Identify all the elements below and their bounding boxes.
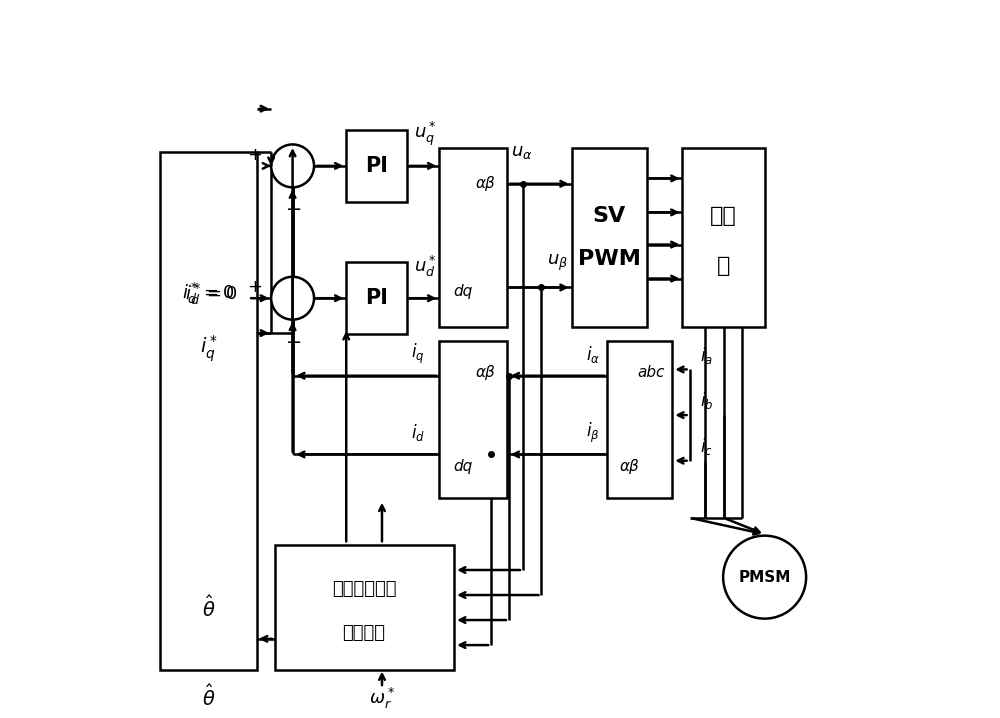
Text: $u_q^*$: $u_q^*$	[414, 120, 436, 148]
Circle shape	[271, 144, 314, 187]
Text: 逆变: 逆变	[710, 206, 737, 226]
Bar	[275, 545, 454, 670]
Text: $i_c$: $i_c$	[700, 436, 713, 457]
Bar	[346, 130, 407, 202]
Text: αβ: αβ	[476, 365, 495, 380]
Bar	[346, 263, 407, 334]
Circle shape	[723, 536, 806, 619]
Text: $\hat{\theta}$: $\hat{\theta}$	[202, 684, 215, 710]
Text: $i_d$: $i_d$	[411, 422, 425, 444]
Text: $i_b$: $i_b$	[700, 391, 714, 411]
Text: SV: SV	[592, 206, 626, 226]
Text: $\hat{\theta}$: $\hat{\theta}$	[202, 595, 215, 621]
Text: PWM: PWM	[578, 249, 641, 269]
Text: −: −	[286, 332, 302, 352]
Bar	[682, 148, 765, 327]
Text: $i_{\beta}$: $i_{\beta}$	[586, 421, 600, 445]
Text: dq: dq	[453, 284, 473, 299]
Text: $i_d^*=0$: $i_d^*=0$	[182, 281, 234, 306]
Text: PI: PI	[365, 288, 388, 308]
Text: $i_d^*=0$: $i_d^*=0$	[185, 282, 238, 307]
Bar	[607, 341, 672, 498]
Text: +: +	[248, 146, 263, 164]
Text: $i_{\alpha}$: $i_{\alpha}$	[586, 344, 600, 365]
Text: $u_d^*$: $u_d^*$	[414, 253, 436, 279]
Text: abc: abc	[637, 365, 665, 380]
Text: PI: PI	[365, 156, 388, 176]
Text: $u_{\beta}$: $u_{\beta}$	[547, 252, 568, 273]
Bar	[160, 151, 257, 670]
Text: 滑模扩展卡尔: 滑模扩展卡尔	[332, 579, 396, 598]
Bar	[572, 148, 647, 327]
Text: $i_a$: $i_a$	[700, 345, 713, 365]
Circle shape	[271, 276, 314, 320]
Text: $\omega_r^*$: $\omega_r^*$	[369, 686, 395, 712]
Text: $i_q$: $i_q$	[411, 342, 425, 366]
Text: αβ: αβ	[476, 177, 495, 191]
Text: PMSM: PMSM	[738, 569, 791, 584]
Text: 器: 器	[717, 256, 730, 276]
Text: −: −	[286, 200, 302, 219]
Text: αβ: αβ	[620, 460, 640, 475]
Bar	[439, 341, 507, 498]
Text: dq: dq	[453, 460, 473, 475]
Text: +: +	[248, 279, 263, 297]
Text: $u_{\alpha}$: $u_{\alpha}$	[511, 143, 532, 161]
Text: $i_q^*$: $i_q^*$	[200, 333, 218, 364]
Text: 曼滤波器: 曼滤波器	[343, 623, 386, 642]
Bar	[439, 148, 507, 327]
